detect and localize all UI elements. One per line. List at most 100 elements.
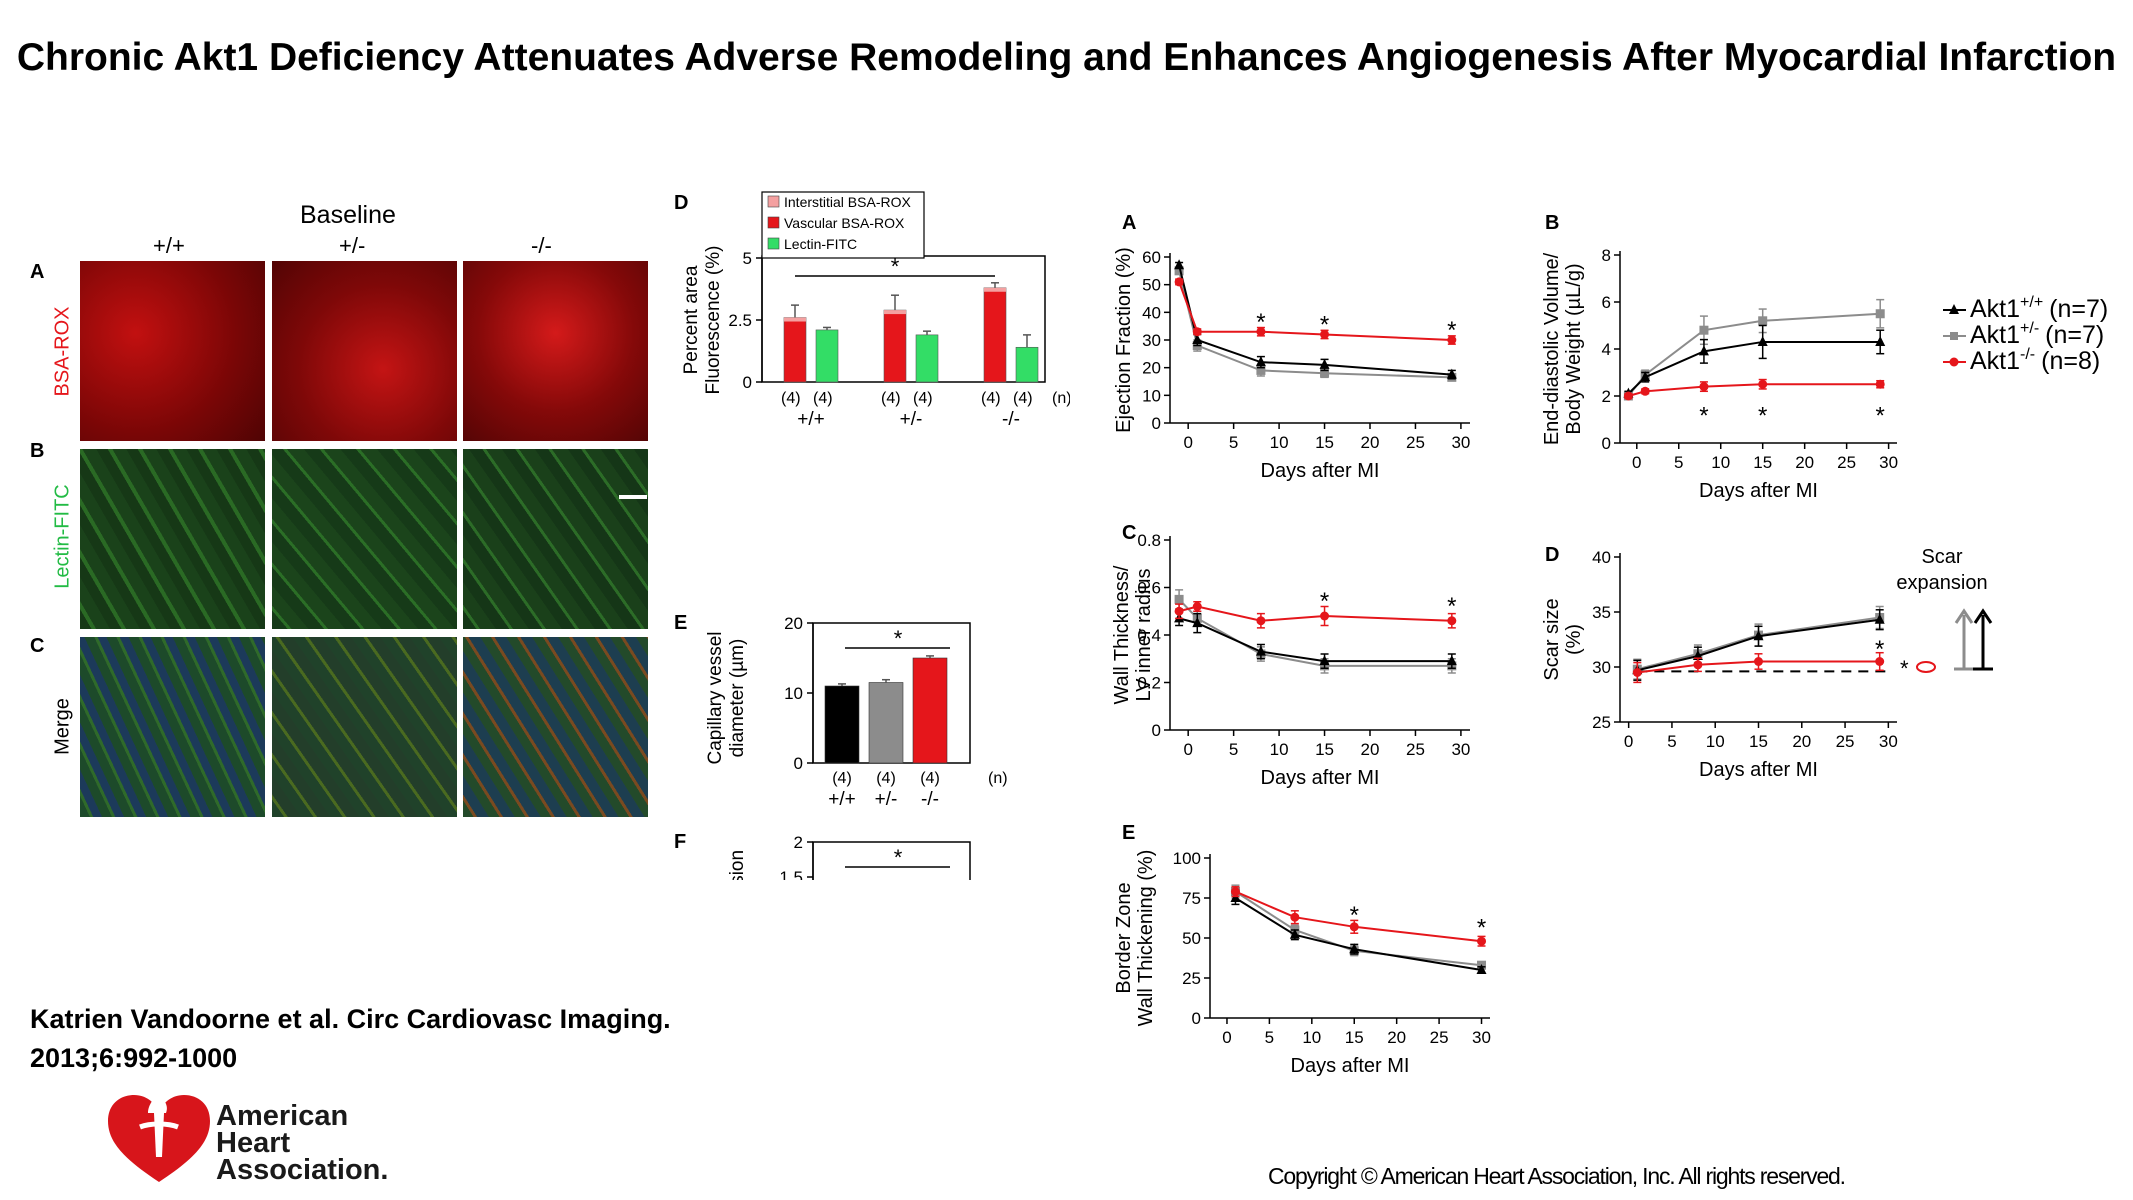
- d2-x-tick-label: 0: [1624, 732, 1633, 751]
- micrograph-lectin-wt: [80, 449, 265, 629]
- e2-y-axis-label-line: Border Zone: [1113, 882, 1135, 993]
- d-legend-label: Lectin-FITC: [784, 236, 857, 252]
- d2-y-tick-label: 40: [1592, 548, 1611, 567]
- legend-label-base: Akt1: [1970, 295, 2020, 323]
- micrograph-figure: Baseline +/+ +/- -/- A B C BSA-ROX Lecti…: [0, 195, 660, 835]
- d-n-label: (4): [1013, 390, 1033, 407]
- d-n-suffix: (n): [1052, 390, 1070, 407]
- e-bar: [824, 685, 860, 764]
- a-point: [1447, 335, 1457, 345]
- c-y-tick-label: 0.4: [1137, 626, 1161, 645]
- f-y-axis-label-line: Fold expression: [727, 850, 748, 880]
- e2-y-axis-label: Border ZoneWall Thickening (%): [1113, 850, 1157, 1027]
- page-title: Chronic Akt1 Deficiency Attenuates Adver…: [16, 36, 2117, 79]
- panel-letter-d2: D: [1545, 544, 1559, 566]
- d-group-label: -/-: [1002, 409, 1020, 430]
- micrograph-bsa-rox-wt: [80, 261, 265, 441]
- a-y-tick-label: 20: [1142, 359, 1161, 378]
- legend-label-genotype: +/+: [2020, 294, 2043, 311]
- d2-sig-star: *: [1875, 636, 1884, 663]
- micrograph-lectin-ko: [463, 449, 648, 629]
- micrograph-row-letter-a: A: [30, 261, 45, 283]
- a-series-line: [1178, 270, 1452, 379]
- e2-point: [1477, 936, 1487, 946]
- a-y-tick-label: 0: [1152, 414, 1161, 433]
- copyright: Copyright © American Heart Association, …: [1268, 1163, 1846, 1189]
- d2-point: [1632, 668, 1642, 677]
- e-group-label: +/+: [828, 789, 855, 810]
- b-y-tick-label: 6: [1602, 293, 1611, 312]
- e2-sig-star: *: [1350, 902, 1359, 929]
- d-n-label: (4): [913, 390, 933, 407]
- d-bar-interstitial-cap: [984, 287, 1006, 292]
- d2-y-tick-label: 35: [1592, 603, 1611, 622]
- c-series-line: [1178, 617, 1452, 663]
- d-bar: [883, 309, 907, 383]
- c-sig-star: *: [1447, 593, 1456, 620]
- panel-letter-d: D: [674, 192, 688, 214]
- legend-label: Akt1+/- (n=7): [1970, 320, 2104, 349]
- e2-y-tick-label: 0: [1192, 1009, 1201, 1028]
- aha-logo-line-2: Heart: [216, 1127, 291, 1159]
- b-x-tick-label: 5: [1674, 453, 1683, 472]
- d2-series-line: [1637, 616, 1880, 671]
- d2-point: [1754, 657, 1763, 666]
- d2-x-axis-label: Days after MI: [1699, 759, 1818, 781]
- c-x-tick-label: 10: [1270, 740, 1289, 759]
- f-sig-star: *: [894, 845, 903, 870]
- aha-logo-line-3: Association.: [216, 1154, 389, 1186]
- a-x-tick-label: 0: [1183, 433, 1192, 452]
- e2-series-line: [1235, 890, 1482, 943]
- b-series-line: [1627, 340, 1881, 395]
- b-point: [1875, 379, 1885, 389]
- e-sig-star: *: [894, 626, 903, 651]
- d2-side-label-line: Scar: [1921, 546, 1962, 568]
- a-series-line: [1178, 265, 1452, 376]
- d-n-label: (4): [781, 390, 801, 407]
- e2-x-tick-label: 10: [1302, 1028, 1321, 1047]
- e2-y-axis-label-line: Wall Thickening (%): [1135, 850, 1157, 1027]
- e-y-tick-label: 0: [794, 754, 803, 773]
- e2-series-line: [1234, 890, 1482, 967]
- a-point: [1255, 356, 1266, 367]
- d-bar-interstitial-cap: [784, 317, 806, 322]
- d2-y-axis-label-line: (%): [1563, 624, 1585, 655]
- a-y-tick-label: 10: [1142, 386, 1161, 405]
- c-y-axis-label-line: Wall Thickness/: [1111, 565, 1133, 704]
- d-y-axis-label-line: Percent area: [681, 265, 702, 374]
- a-y-axis-label: Ejection Fraction (%): [1113, 247, 1135, 433]
- legend-label-genotype: -/-: [2020, 346, 2035, 363]
- b-point: [1699, 382, 1709, 392]
- legend-marker: [1949, 357, 1959, 367]
- c-y-axis-label-line: LV inner radius: [1133, 568, 1155, 701]
- citation: Katrien Vandoorne et al. Circ Cardiovasc…: [30, 1000, 671, 1078]
- c-x-axis-label: Days after MI: [1261, 767, 1380, 789]
- d2-side-label: Scar expansion: [1896, 546, 1987, 594]
- c-point: [1319, 655, 1330, 666]
- c-point: [1174, 594, 1184, 604]
- a-x-tick-label: 15: [1315, 433, 1334, 452]
- b-point: [1623, 391, 1633, 401]
- a-sig-star: *: [1447, 317, 1456, 344]
- d2-x-tick-label: 10: [1706, 732, 1725, 751]
- micrograph-heading: Baseline: [300, 201, 396, 229]
- e-n-label: (4): [876, 770, 896, 787]
- a-point: [1174, 259, 1185, 270]
- d2-y-tick-label: 30: [1592, 658, 1611, 677]
- d2-y-axis-label-line: Scar size: [1541, 598, 1563, 680]
- b-point: [1640, 371, 1651, 382]
- a-x-tick-label: 25: [1406, 433, 1425, 452]
- e2-x-tick-label: 5: [1265, 1028, 1274, 1047]
- e-y-tick-label: 20: [784, 614, 803, 633]
- b-point: [1758, 379, 1768, 389]
- d-y-tick-label: 2.5: [728, 311, 752, 330]
- d2-point: [1753, 630, 1764, 641]
- d2-y-tick-label: 25: [1592, 713, 1611, 732]
- e-y-axis-label: Capillary vesseldiameter (µm): [705, 631, 748, 764]
- aha-logo-text: American Heart Association.: [216, 1102, 389, 1186]
- d-legend-box: [761, 191, 925, 259]
- e2-x-axis-label: Days after MI: [1291, 1055, 1410, 1077]
- legend-label-base: Akt1: [1970, 347, 2020, 375]
- c-point: [1446, 655, 1457, 666]
